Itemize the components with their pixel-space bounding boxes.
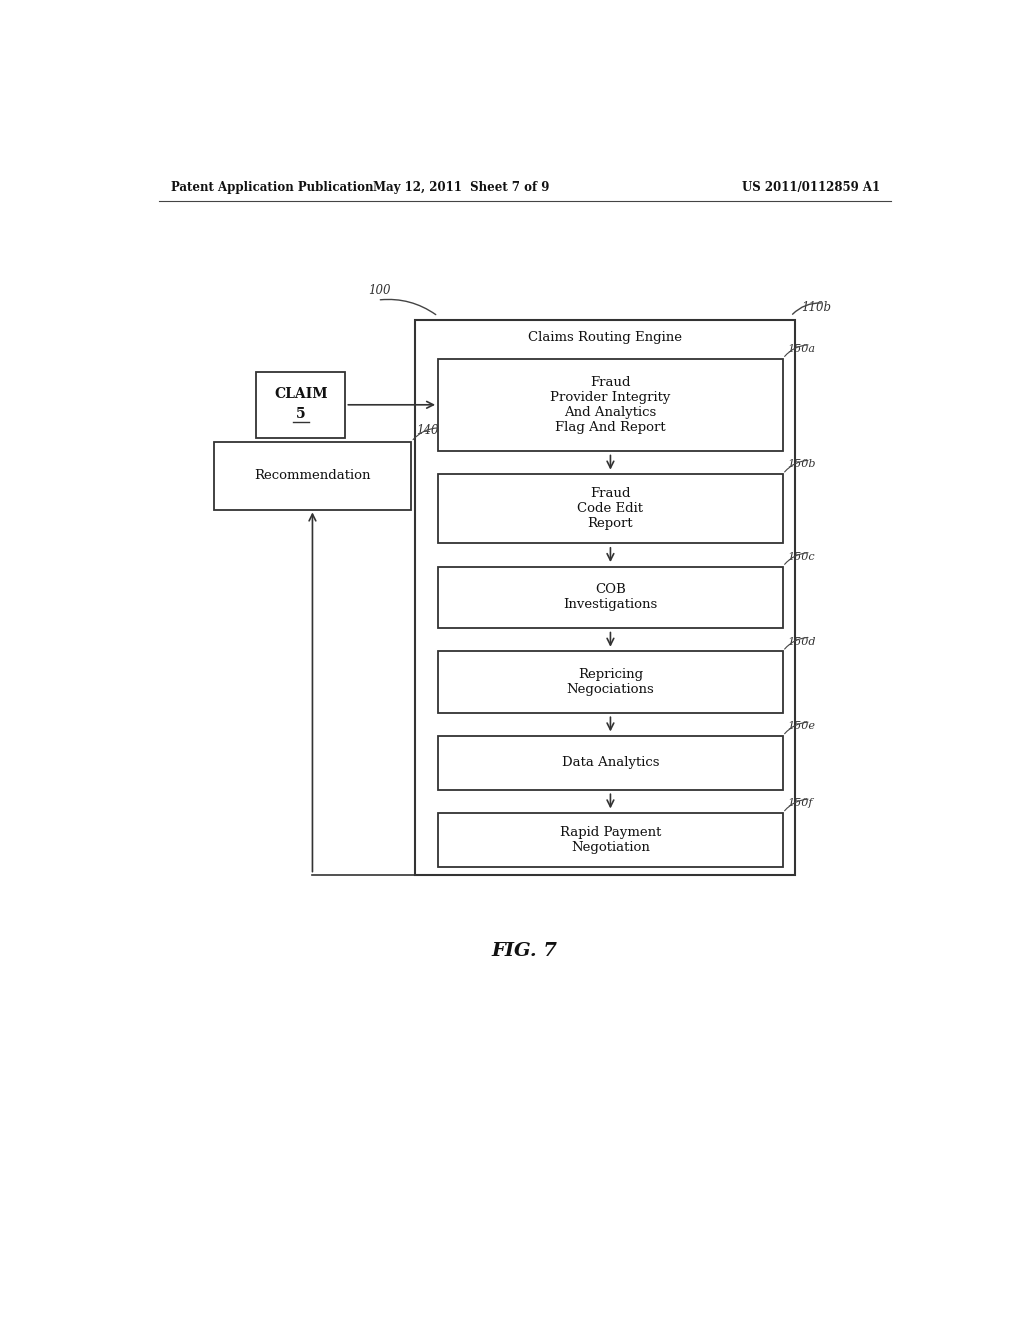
Text: Rapid Payment
Negotiation: Rapid Payment Negotiation [560,826,662,854]
Text: 150a: 150a [787,345,815,354]
Text: FIG. 7: FIG. 7 [492,942,558,961]
Text: Recommendation: Recommendation [254,469,371,482]
Text: 5: 5 [296,407,305,421]
Text: 150d: 150d [787,636,816,647]
Bar [438,474,783,544]
Bar [438,737,783,789]
Bar [438,813,783,867]
Text: 150f: 150f [787,799,813,808]
Text: 150b: 150b [787,459,816,470]
Text: Fraud
Provider Integrity
And Analytics
Flag And Report: Fraud Provider Integrity And Analytics F… [550,376,671,434]
Bar [438,359,783,451]
Bar [438,651,783,713]
Text: 150e: 150e [787,721,815,731]
Bar [438,566,783,628]
Bar [415,321,795,875]
Text: May 12, 2011  Sheet 7 of 9: May 12, 2011 Sheet 7 of 9 [373,181,550,194]
Bar [256,372,345,437]
Text: Patent Application Publication: Patent Application Publication [171,181,373,194]
Text: 100: 100 [369,284,391,297]
Text: Claims Routing Engine: Claims Routing Engine [527,330,682,343]
Bar [214,442,412,510]
Text: 110b: 110b [801,301,830,314]
Text: 150c: 150c [787,552,815,562]
Text: 140: 140 [416,424,438,437]
Text: CLAIM: CLAIM [274,387,328,401]
Text: Data Analytics: Data Analytics [562,756,659,770]
Text: US 2011/0112859 A1: US 2011/0112859 A1 [741,181,880,194]
Text: COB
Investigations: COB Investigations [563,583,657,611]
Text: Fraud
Code Edit
Report: Fraud Code Edit Report [578,487,643,531]
Text: Repricing
Negociations: Repricing Negociations [566,668,654,696]
